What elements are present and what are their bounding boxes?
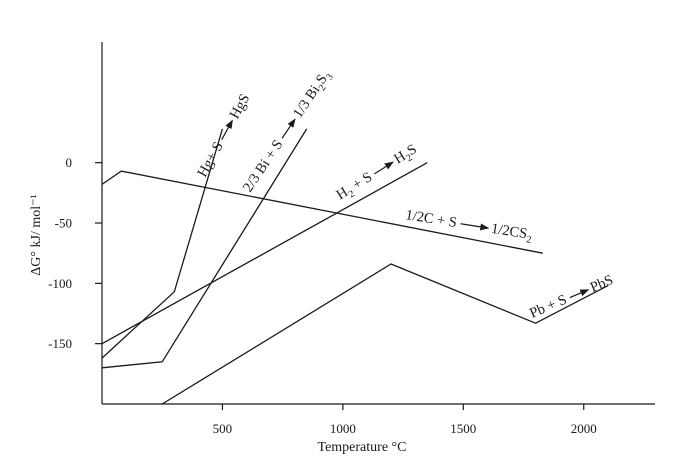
x-axis-title: Temperature °C bbox=[318, 440, 407, 455]
series-line-bi2s3 bbox=[101, 128, 308, 369]
series-label-product: PbS bbox=[588, 272, 616, 296]
series-label-cs2: 1/2C + S 1/2CS2 bbox=[404, 207, 534, 246]
series-label-product: 1/3 Bi2S3 bbox=[290, 67, 336, 122]
y-tick-label: -150 bbox=[48, 336, 72, 351]
ticks: 500 1000 1500 2000 0 -50 -100 -150 bbox=[48, 155, 597, 436]
x-tick-label: 500 bbox=[213, 421, 233, 436]
x-tick-label: 1500 bbox=[450, 421, 476, 436]
reaction-arrow bbox=[569, 289, 590, 299]
series-label-product: H2S bbox=[391, 141, 421, 170]
reaction-arrow bbox=[221, 119, 233, 140]
series-label-bi2s3: 2/3 Bi + S1/3 Bi2S3 bbox=[240, 67, 336, 196]
series-group bbox=[101, 128, 609, 405]
series-line-cs2 bbox=[101, 170, 543, 254]
series-label-product: HgS bbox=[227, 91, 254, 121]
axes bbox=[101, 42, 655, 405]
y-axis-title: ΔG° kJ/ mol⁻¹ bbox=[29, 194, 44, 275]
x-tick-label: 1000 bbox=[330, 421, 356, 436]
reaction-arrow bbox=[281, 118, 296, 139]
series-label-product: 1/2CS2 bbox=[490, 221, 534, 246]
series-line-hgs bbox=[101, 128, 224, 359]
series-label-reactants: Hg+ S bbox=[195, 139, 227, 180]
series-label-reactants: H2 + S bbox=[334, 169, 377, 206]
series-label-reactants: 2/3 Bi + S bbox=[240, 137, 286, 195]
y-tick-label: -50 bbox=[55, 216, 72, 231]
x-tick-label: 2000 bbox=[571, 421, 597, 436]
reaction-arrow bbox=[374, 161, 394, 175]
series-label-reactants: 1/2C + S bbox=[404, 207, 458, 231]
reaction-arrow bbox=[460, 223, 490, 231]
series-line-h2s bbox=[101, 162, 428, 345]
y-tick-label: 0 bbox=[66, 155, 73, 170]
series-line-pbs bbox=[161, 263, 609, 405]
y-tick-label: -100 bbox=[48, 276, 72, 291]
